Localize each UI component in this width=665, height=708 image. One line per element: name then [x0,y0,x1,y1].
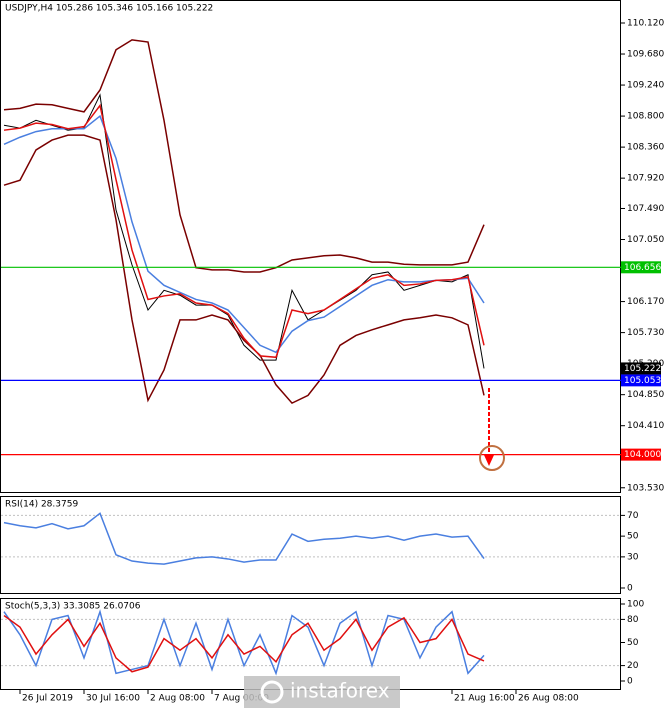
y-tick-label: 50 [627,532,639,542]
x-tick-label: 2 Aug 08:00 [150,694,205,704]
watermark: instaforex [244,676,400,708]
y-tick-label: 0 [627,676,633,686]
price-tag-label: 106.656 [624,263,661,273]
x-tick-label: 21 Aug 16:00 [454,694,515,704]
y-tick-label: 107.920 [627,174,664,184]
y-tick-label: 30 [627,552,639,562]
y-tick-label: 0 [627,583,633,593]
y-tick-label: 100 [627,600,644,610]
price-tag-label: 104.000 [624,450,661,460]
y-tick-label: 110.120 [627,18,664,28]
target-circle [479,445,505,471]
series-line [3,512,485,565]
price-tag-label: 105.222 [624,364,661,374]
series-line [3,39,485,273]
plot-layer: USDJPY,H4 105.286 105.346 105.166 105.22… [1,4,664,704]
y-tick-label: 104.410 [627,421,664,431]
y-tick-label: 109.240 [627,81,664,91]
price-tag [621,362,661,375]
y-tick-label: 109.680 [627,50,664,60]
series-line [3,103,485,359]
y-tick-label: 103.530 [627,483,664,493]
y-tick-label: 107.050 [627,235,664,245]
panel-title: RSI(14) 28.3759 [5,500,78,510]
series-line [3,134,485,405]
series-line [3,609,485,676]
series-line [3,114,485,354]
price-tag [621,374,661,387]
arrow-head [484,455,494,466]
y-tick-label: 106.170 [627,297,664,307]
y-tick-label: 70 [627,511,639,521]
main-frame [0,0,621,493]
y-tick-label: 80 [627,615,639,625]
series-line [3,614,485,673]
rsi-frame [0,496,621,594]
price-tag [621,261,661,274]
price-tag-label: 105.053 [624,376,661,386]
y-tick-label: 105.730 [627,328,664,338]
panel-title: USDJPY,H4 105.286 105.346 105.166 105.22… [5,4,213,14]
x-tick-label: 30 Jul 16:00 [86,694,140,704]
y-tick-label: 107.490 [627,204,664,214]
y-tick-label: 108.800 [627,112,664,122]
y-tick-label: 20 [627,661,639,671]
panel-title: Stoch(5,3,3) 33.3085 26.0706 [5,602,141,612]
x-tick-label: 26 Jul 2019 [22,694,73,704]
watermark-logo [260,680,284,704]
x-tick-label: 26 Aug 08:00 [518,694,579,704]
annotation [479,388,505,471]
x-tick-label: 7 Aug 00:00 [214,694,269,704]
y-tick-label: 50 [627,638,639,648]
watermark-text: instaforex [290,679,390,703]
y-tick-label: 108.360 [627,143,664,153]
price-tag [621,448,661,461]
y-tick-label: 104.850 [627,390,664,400]
